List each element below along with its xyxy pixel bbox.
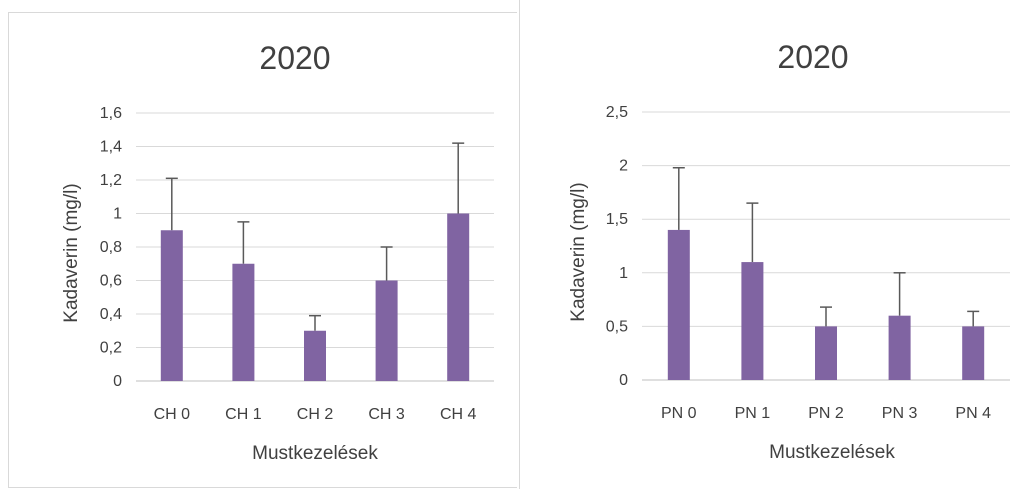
- bar: [962, 326, 985, 380]
- y-tick-label: 0,2: [100, 340, 122, 357]
- y-tick-label: 1,6: [100, 105, 122, 122]
- y-axis-label: Kadaverin (mg/l): [568, 182, 589, 321]
- y-tick-label: 0,6: [100, 273, 122, 290]
- y-tick-label: 2: [619, 158, 628, 175]
- bar: [232, 263, 255, 381]
- x-tick-label: CH 0: [154, 406, 191, 423]
- chart-right: 2020 Kadaverin (mg/l) Mustkezelések 0 0,5…: [568, 39, 1010, 463]
- y-tick-label: 0,5: [606, 318, 628, 335]
- y-tick-label: 0: [619, 372, 628, 389]
- chart-title: 2020: [777, 39, 848, 75]
- chart-panel-left: 2020 Kadaverin (mg/l) Mustkezelések 0 0,2…: [8, 12, 517, 488]
- gridlines: [642, 111, 1010, 381]
- x-tick-label: CH 4: [440, 406, 477, 423]
- x-tick-label: PN 4: [955, 405, 991, 422]
- chart-panel-right: 2020 Kadaverin (mg/l) Mustkezelések 0 0,5…: [519, 12, 1025, 486]
- y-tick-label: 1,5: [606, 211, 628, 228]
- y-tick-label: 0,8: [100, 239, 122, 256]
- bar: [888, 315, 911, 380]
- bar: [741, 262, 764, 380]
- x-tick-label: PN 0: [661, 405, 697, 422]
- bar: [815, 326, 837, 380]
- y-tick-label: 1,4: [100, 139, 122, 156]
- y-tick-label: 0,4: [100, 306, 122, 323]
- chart-title: 2020: [259, 40, 330, 76]
- bar: [667, 229, 690, 380]
- x-tick-label: CH 2: [297, 406, 334, 423]
- x-tick-label: PN 3: [882, 405, 918, 422]
- y-tick-label: 0: [113, 373, 122, 390]
- bar: [160, 230, 183, 381]
- x-tick-label: PN 1: [735, 405, 771, 422]
- bar: [304, 330, 326, 381]
- y-tick-label: 1,2: [100, 172, 122, 189]
- y-tick-label: 2,5: [606, 104, 628, 121]
- y-tick-label: 1: [113, 206, 122, 223]
- chart-left: 2020 Kadaverin (mg/l) Mustkezelések 0 0,2…: [61, 40, 494, 464]
- y-tick-label: 1: [619, 265, 628, 282]
- x-tick-label: PN 2: [808, 405, 844, 422]
- x-tick-label: CH 1: [225, 406, 262, 423]
- y-axis-label: Kadaverin (mg/l): [61, 183, 82, 322]
- gridlines: [136, 112, 494, 382]
- bar: [375, 280, 398, 381]
- bar: [447, 213, 470, 381]
- x-axis-label: Mustkezelések: [252, 443, 378, 464]
- x-axis-label: Mustkezelések: [769, 442, 895, 463]
- x-tick-label: CH 3: [368, 406, 405, 423]
